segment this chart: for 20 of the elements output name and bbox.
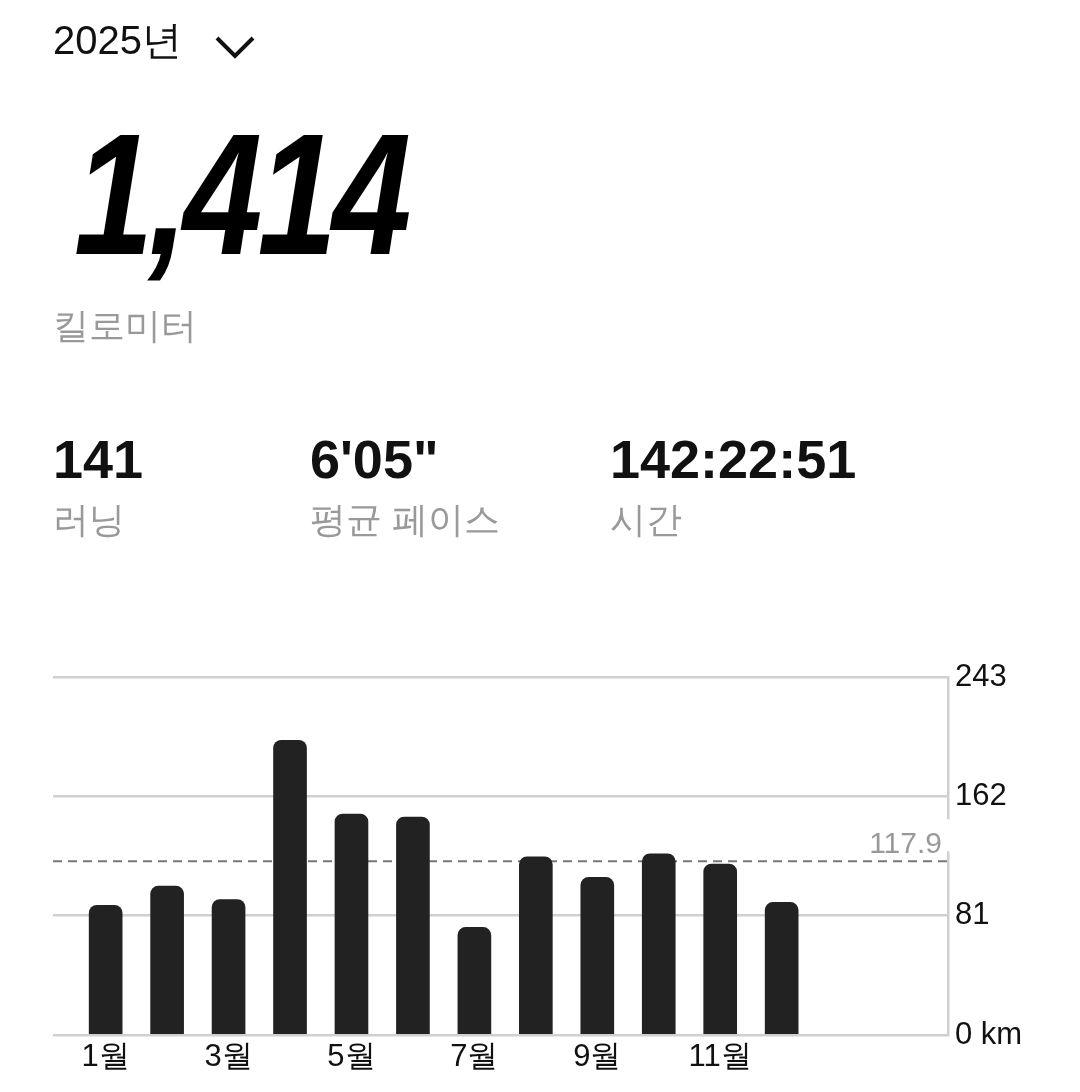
text: 1,414: [74, 98, 407, 290]
y-tick-label: 162: [955, 776, 1007, 812]
x-tick-label: 9월: [573, 1038, 622, 1074]
text: 러닝: [53, 499, 125, 540]
y-tick-label: 243: [955, 657, 1007, 693]
ref-line-label: 117.9: [869, 826, 942, 860]
chart-title: 2025년: [53, 18, 182, 62]
text: 시간: [610, 499, 682, 540]
x-tick-label: 7월: [450, 1038, 499, 1074]
x-tick-label: 11월: [688, 1038, 752, 1074]
x-tick-label: 5월: [327, 1038, 376, 1074]
text: 141: [53, 429, 144, 489]
text: 6'05": [310, 429, 439, 489]
x-tick-label: 3월: [204, 1038, 253, 1074]
y-tick-label: 0 km: [955, 1015, 1023, 1051]
text: 평균 페이스: [310, 499, 501, 540]
y-tick-label: 81: [955, 896, 990, 932]
x-tick-label: 1월: [81, 1038, 130, 1074]
text: 142:22:51: [610, 429, 857, 489]
text: 킬로미터: [53, 305, 197, 346]
